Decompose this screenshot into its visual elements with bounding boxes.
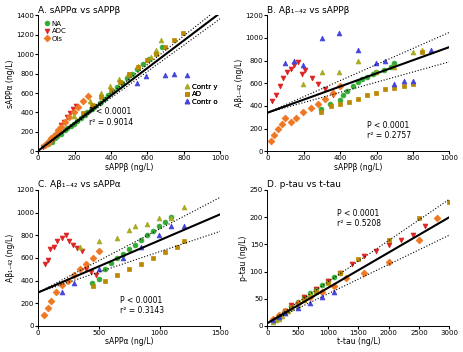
Text: P < 0.0001
r² = 0.9014: P < 0.0001 r² = 0.9014 — [89, 107, 133, 127]
X-axis label: sAPPβ (ng/L): sAPPβ (ng/L) — [333, 163, 382, 172]
Text: P < 0.0001
r² = 0.3143: P < 0.0001 r² = 0.3143 — [120, 296, 164, 315]
Y-axis label: Aβ₁₋₄₂ (ng/L): Aβ₁₋₄₂ (ng/L) — [6, 234, 14, 282]
Y-axis label: Aβ₁₋₄₂ (ng/L): Aβ₁₋₄₂ (ng/L) — [234, 59, 243, 107]
Text: P < 0.0001
r² = 0.5208: P < 0.0001 r² = 0.5208 — [336, 209, 380, 228]
X-axis label: sAPPβ (ng/L): sAPPβ (ng/L) — [105, 163, 153, 172]
Legend: Contr y, AD, Contr o: Contr y, AD, Contr o — [183, 83, 218, 105]
Text: D. p-tau vs t-tau: D. p-tau vs t-tau — [267, 180, 341, 189]
Y-axis label: sAPPα (ng/L): sAPPα (ng/L) — [6, 59, 14, 108]
Y-axis label: p-tau (ng/L): p-tau (ng/L) — [239, 235, 248, 281]
Text: C. Aβ₁₋₄₂ vs sAPPα: C. Aβ₁₋₄₂ vs sAPPα — [38, 180, 120, 189]
Text: B. Aβ₁₋₄₂ vs sAPPβ: B. Aβ₁₋₄₂ vs sAPPβ — [267, 6, 349, 14]
X-axis label: t-tau (ng/L): t-tau (ng/L) — [336, 338, 379, 346]
X-axis label: sAPPα (ng/L): sAPPα (ng/L) — [105, 338, 153, 346]
Text: P < 0.0001
r² = 0.2757: P < 0.0001 r² = 0.2757 — [367, 121, 411, 140]
Text: A. sAPPα vs sAPPβ: A. sAPPα vs sAPPβ — [38, 6, 120, 14]
